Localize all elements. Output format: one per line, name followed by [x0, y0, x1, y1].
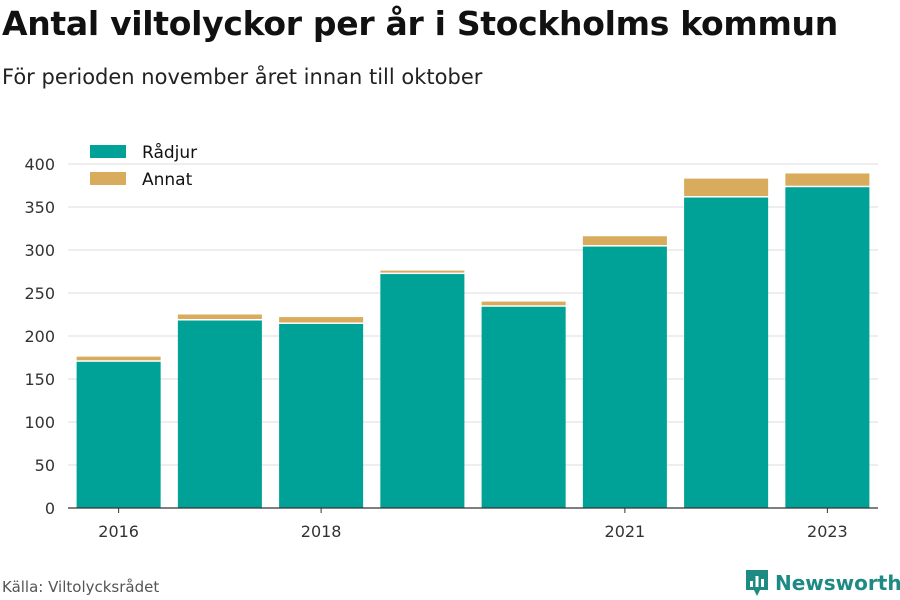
bars — [76, 173, 870, 509]
bar-annat-2017 — [177, 314, 262, 320]
bar-radjur-2016 — [76, 361, 161, 508]
legend-swatch-annat — [90, 172, 126, 185]
axes: 0 50 100 150 200 250 300 350 400 2016 2018 2021 2023 — [24, 155, 878, 541]
bar-radjur-2019 — [380, 274, 465, 508]
y-tick-label: 200 — [24, 327, 55, 346]
y-tick-label: 100 — [24, 413, 55, 432]
chart-title: Antal viltolyckor per år i Stockholms ko… — [2, 4, 838, 43]
y-tick-label: 300 — [24, 241, 55, 260]
bar-annat-2019 — [380, 270, 465, 273]
bar-annat-2020 — [481, 301, 566, 306]
bar-radjur-2021 — [582, 246, 667, 508]
bar-radjur-2022 — [684, 197, 769, 509]
brand-name: Newsworthy — [775, 571, 900, 595]
bar-annat-2016 — [76, 356, 161, 361]
bar-annat-2023 — [785, 173, 870, 186]
x-tick-label: 2021 — [605, 522, 646, 541]
bar-radjur-2018 — [279, 323, 364, 508]
bar-radjur-2023 — [785, 187, 870, 508]
bar-chart: 0 50 100 150 200 250 300 350 400 2016 2018 2021 2023… — [24, 142, 878, 541]
chart-subtitle: För perioden november året innan till ok… — [2, 65, 483, 89]
brand-logo: Newsworthy — [744, 568, 900, 598]
y-tick-label: 0 — [45, 499, 55, 518]
chart-legend: Rådjur Annat — [90, 142, 197, 190]
legend-label-annat: Annat — [142, 170, 193, 190]
x-tick-label: 2016 — [98, 522, 139, 541]
y-tick-label: 150 — [24, 370, 55, 389]
x-tick-label: 2018 — [301, 522, 342, 541]
bar-annat-2018 — [279, 317, 364, 323]
source-note: Källa: Viltolycksrådet — [2, 578, 160, 596]
y-tick-label: 400 — [24, 155, 55, 174]
legend-label-radjur: Rådjur — [142, 142, 197, 163]
y-tick-label: 350 — [24, 198, 55, 217]
bar-radjur-2017 — [177, 320, 262, 508]
bar-annat-2021 — [582, 236, 667, 246]
legend-swatch-radjur — [90, 145, 126, 158]
y-tick-label: 250 — [24, 284, 55, 303]
y-tick-label: 50 — [35, 456, 55, 475]
bar-chart-logo-icon — [746, 570, 768, 596]
bar-annat-2022 — [684, 178, 769, 197]
bar-radjur-2020 — [481, 306, 566, 508]
x-tick-label: 2023 — [807, 522, 848, 541]
